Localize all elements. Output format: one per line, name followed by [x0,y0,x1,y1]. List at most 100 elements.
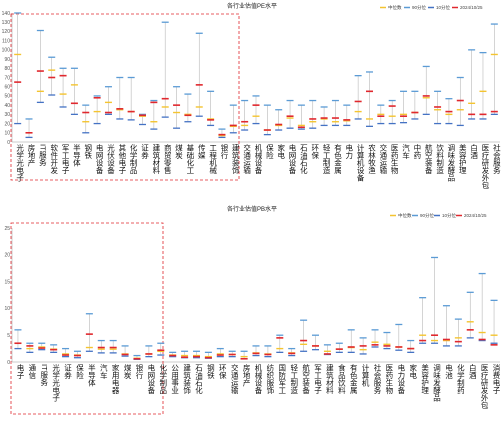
legend-current-label: 2024/10/25 [460,5,483,10]
category-label: 光学光电子 [15,143,24,182]
y-tick-label: 100 [2,48,11,54]
category-label: 光学光电子 [51,363,60,402]
category-label: 建筑装饰 [231,143,240,176]
category-label: 美容护理 [458,143,467,175]
y-tick-label: 0 [7,140,10,146]
category-label: 电池 [444,363,453,380]
y-tick-label: 5 [7,333,10,339]
category-label: 轻工制造 [289,363,298,396]
category-label: 银行 [220,144,229,161]
category-label: 医药生物 [390,144,399,176]
y-tick-label: 40 [4,103,10,109]
category-label: 半导体 [72,143,81,168]
category-label: 社会服务 [373,363,382,396]
category-label: 家电 [276,143,285,160]
category-label: 调味发酵品 [447,144,456,183]
category-label: 白酒 [468,363,477,381]
category-label: 证券 [63,364,72,381]
chart-title: 各行业估值PB水平 [227,205,277,213]
category-label: 计算机 [361,363,370,388]
pe-chart: 各行业估值PE水平 中位数 90分位 10分位 2024/10/25 0 10 20 30 40 5… [2,2,502,190]
category-label: 电网设备 [147,363,156,396]
category-label: 家用电器 [111,363,120,396]
y-tick-label: 120 [2,29,11,35]
category-label: 轻工制造 [322,143,331,176]
y-tick-label: 10 [4,306,10,312]
category-label: 保险 [75,364,84,381]
category-label: 光伏设备 [106,143,115,176]
category-label: 建筑装饰 [182,363,191,396]
y-tick-label: 0 [7,360,10,366]
category-label: 家电 [408,363,417,380]
category-label: 有色金属 [349,363,358,396]
y-tick-label: 110 [2,38,10,44]
y-tick-label: 30 [4,112,10,118]
chart-title: 各行业估值PE水平 [227,2,277,10]
category-label: 环保 [218,364,227,381]
category-label: 医疗研发外包 [480,364,489,410]
category-label: 航空装备 [424,143,433,176]
category-label: 环保 [310,144,319,161]
category-label: 房地产 [242,363,251,388]
legend-p10-label: 10分位 [436,4,451,11]
category-label: 军工电子 [61,144,70,175]
category-label: 计算机设备 [356,143,365,183]
legend-current-label: 2024/10/25 [464,213,487,218]
category-label: 化学制品 [159,363,168,396]
category-label: 保险 [265,144,274,161]
category-label: 汽车 [401,143,410,161]
category-label: 白酒 [469,143,478,161]
category-label: 食品饮料 [337,363,346,396]
y-tick-label: 90 [4,57,10,63]
category-label: 传媒 [197,143,206,161]
category-label: 消费电子 [492,363,501,395]
category-label: 交通运输 [242,143,251,176]
category-label: 商贸零售 [163,143,172,176]
y-tick-label: 15 [4,279,10,285]
category-label: 其他电子 [118,144,127,175]
category-label: 钢铁 [84,143,93,161]
category-label: 石油石化 [194,364,203,396]
category-label: 有色金属 [333,143,342,176]
category-label: 煤炭 [174,143,183,161]
legend-p90-label: 90分位 [420,212,435,219]
category-label: 调味发酵品 [432,364,441,403]
y-tick-label: 60 [4,85,10,91]
legend-p10-label: 10分位 [442,212,457,219]
category-label: 石油石化 [299,144,308,176]
category-label: 建筑材料 [325,363,334,396]
category-label: 电网设备 [288,143,297,176]
legend-p90-label: 90分位 [412,4,427,11]
y-tick-label: 50 [4,94,10,100]
category-label: 农林牧渔 [367,143,376,175]
category-label: 房地产 [27,143,36,168]
category-label: 航空装备 [301,363,310,396]
y-tick-label: 10 [4,131,10,137]
category-label: 交通运输 [230,363,239,396]
category-label: 机械设备 [254,143,263,176]
category-label: 社会服务 [492,143,501,176]
highlight-box [10,222,164,415]
category-label: 软件开发 [49,143,58,176]
category-label: 交通运输 [379,143,388,176]
category-label: 饮料制造 [435,143,444,176]
category-label: 银行 [135,364,144,381]
category-label: 建筑材料 [152,143,161,176]
category-label: 医疗研发外包 [481,144,490,190]
category-label: 半导体 [87,363,96,388]
category-label: 化学制药 [456,363,465,396]
y-tick-label: 130 [2,20,11,26]
category-label: 证券 [140,144,149,161]
category-label: 公用事业 [170,364,179,394]
category-label: 通信 [28,363,37,381]
category-label: 电网设备 [95,143,104,176]
category-label: 纺织服饰 [266,363,275,396]
category-label: 工程机械 [208,144,217,175]
legend-median-label: 中位数 [398,212,412,219]
category-label: 医药生物 [385,364,394,396]
y-tick-label: 25 [4,226,10,232]
category-label: 电力 [345,143,354,161]
category-label: 钢铁 [206,363,215,381]
